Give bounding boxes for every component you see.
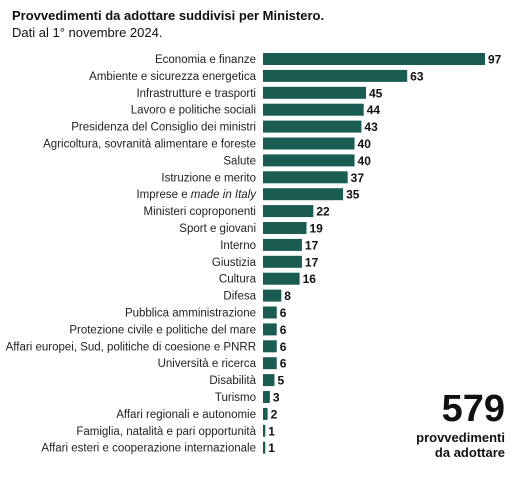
value-label: 40 <box>358 137 372 151</box>
bar <box>263 53 485 65</box>
value-label: 63 <box>410 69 424 83</box>
category-label: Giustizia <box>212 257 257 269</box>
bar <box>263 272 300 285</box>
category-label: Istruzione e merito <box>161 172 256 184</box>
bar <box>263 205 314 218</box>
category-label: Affari europei, Sud, politiche di coesio… <box>6 341 256 353</box>
category-label: Lavoro e politiche sociali <box>131 105 256 117</box>
value-label: 8 <box>284 289 291 303</box>
value-label: 1 <box>268 441 275 455</box>
bar <box>263 357 277 370</box>
value-label: 97 <box>488 53 502 67</box>
value-label: 6 <box>280 357 287 371</box>
value-label: 5 <box>277 374 284 388</box>
value-label: 35 <box>346 188 360 202</box>
category-label: Università e ricerca <box>158 358 257 370</box>
bar <box>263 391 270 403</box>
category-label: Ambiente e sicurezza energetica <box>89 71 256 83</box>
bar <box>263 340 277 353</box>
category-label: Ministeri coproponenti <box>143 206 256 218</box>
bar <box>263 374 275 387</box>
bar <box>263 154 355 167</box>
category-label: Salute <box>223 155 256 167</box>
total-caption: provvedimenti da adottare <box>395 430 505 460</box>
category-label: Difesa <box>223 291 256 303</box>
chart-title: Provvedimenti da adottare suddivisi per … <box>12 8 325 23</box>
bar <box>263 407 268 420</box>
bar <box>263 441 266 454</box>
value-label: 19 <box>309 222 323 236</box>
category-label: Turismo <box>215 392 256 404</box>
category-label: Interno <box>220 240 256 252</box>
total-value: 579 <box>441 388 505 430</box>
bar <box>263 289 282 302</box>
category-label: Economia e finanze <box>155 54 256 66</box>
bar <box>263 222 307 234</box>
bar <box>263 86 366 99</box>
value-label: 6 <box>280 340 287 354</box>
value-label: 45 <box>369 86 383 100</box>
value-label: 6 <box>280 323 287 337</box>
category-label: Pubblica amministrazione <box>125 308 256 320</box>
bar <box>263 188 344 201</box>
bar <box>263 120 362 133</box>
category-label: Famiglia, natalità e pari opportunità <box>76 426 256 438</box>
value-label: 40 <box>358 154 372 168</box>
category-label: Affari esteri e cooperazione internazion… <box>41 443 256 455</box>
chart-subtitle: Dati al 1° novembre 2024. <box>12 25 163 40</box>
value-label: 3 <box>273 391 280 405</box>
value-label: 44 <box>367 103 381 117</box>
bar <box>263 238 302 251</box>
bar <box>263 137 355 150</box>
bar <box>263 103 364 116</box>
total-caption-line1: provvedimenti <box>416 430 505 445</box>
category-label: Affari regionali e autonomie <box>116 409 256 421</box>
category-label: Agricoltura, sovranità alimentare e fore… <box>43 139 256 151</box>
value-label: 37 <box>351 171 365 185</box>
value-label: 43 <box>364 120 378 134</box>
category-label: Disabilità <box>209 375 256 387</box>
total-caption-line2: da adottare <box>434 445 505 460</box>
value-label: 16 <box>303 272 317 286</box>
value-label: 22 <box>316 205 330 219</box>
category-label: Presidenza del Consiglio dei ministri <box>71 122 256 134</box>
bar <box>263 424 266 437</box>
value-label: 2 <box>271 407 278 421</box>
bar <box>263 306 277 319</box>
category-label: Infrastrutture e trasporti <box>136 88 256 100</box>
value-label: 17 <box>305 255 319 269</box>
category-label: Imprese e made in Italy <box>136 189 257 201</box>
bar <box>263 255 302 268</box>
category-label: Sport e giovani <box>179 223 256 235</box>
bar <box>263 69 408 82</box>
value-label: 17 <box>305 238 319 252</box>
bar <box>263 323 277 336</box>
bar <box>263 171 348 184</box>
category-label: Cultura <box>219 274 257 286</box>
value-label: 6 <box>280 306 287 320</box>
category-label: Protezione civile e politiche del mare <box>69 324 256 336</box>
value-label: 1 <box>268 424 275 438</box>
